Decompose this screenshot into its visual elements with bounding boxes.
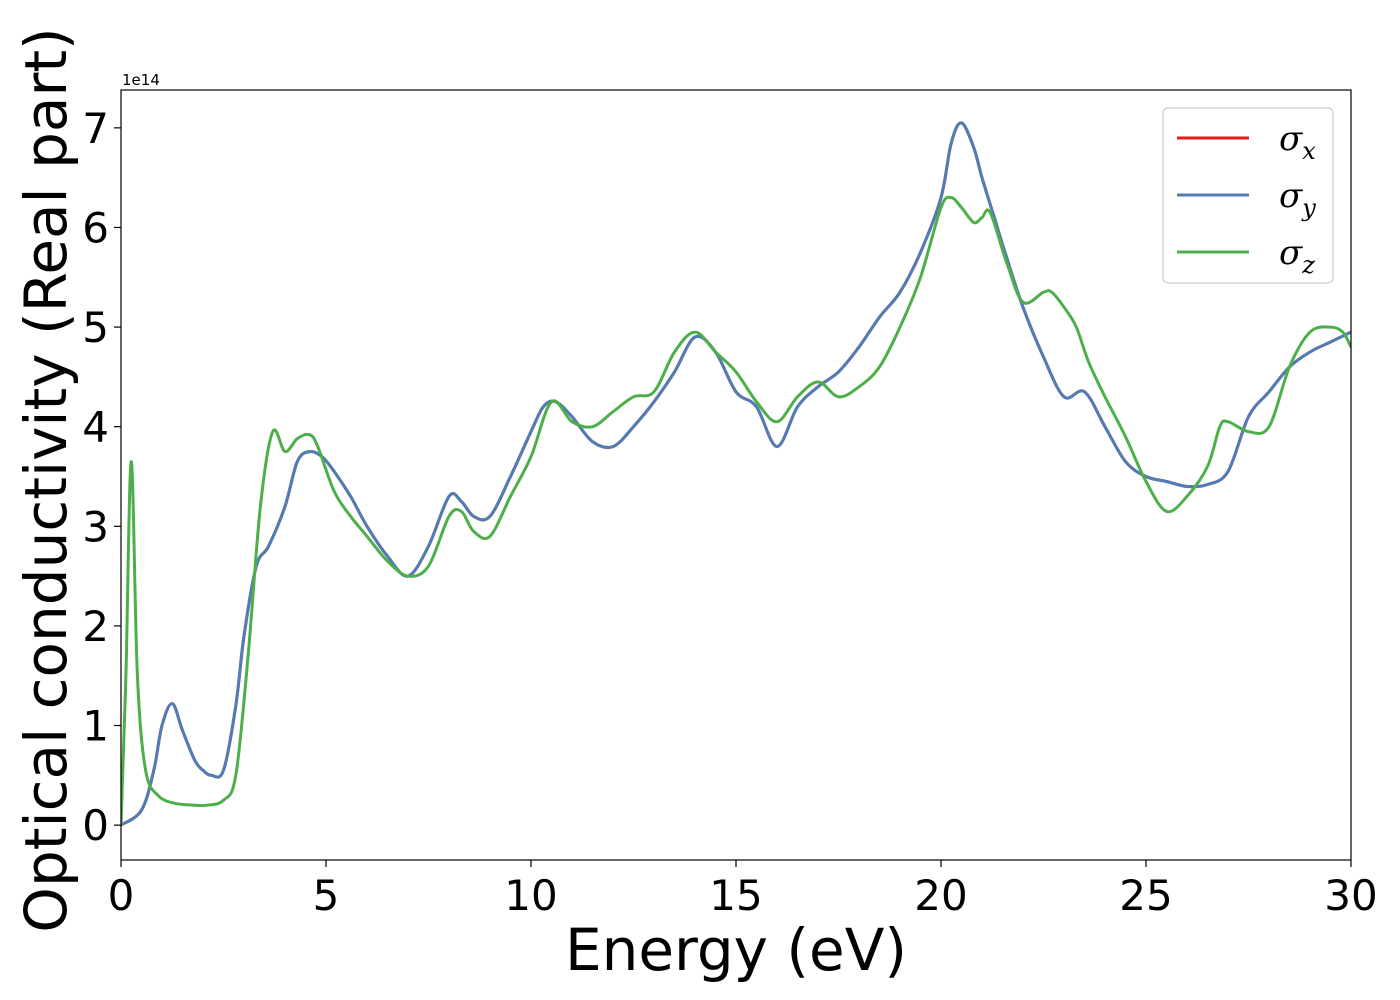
x-tick-label: 15: [709, 871, 762, 920]
x-tick-label: 10: [504, 871, 557, 920]
x-tick-label: 0: [108, 871, 135, 920]
y-tick-label: 6: [82, 203, 109, 252]
legend-label: σx: [1279, 119, 1316, 165]
x-tick-label: 5: [313, 871, 340, 920]
y-tick-label: 5: [82, 303, 109, 352]
series-line-z: [121, 195, 1351, 827]
y-axis-title: Optical conductivity (Real part): [12, 27, 80, 932]
y-axis: 0 1 2 3 4 5 6 7: [82, 104, 121, 850]
y-offset-label: 1e14: [122, 71, 160, 89]
x-tick-label: 30: [1324, 871, 1377, 920]
x-tick-label: 20: [914, 871, 967, 920]
legend-entry-z: σz: [1177, 233, 1315, 279]
legend-entry-x: σx: [1177, 119, 1316, 165]
y-tick-label: 3: [82, 502, 109, 551]
legend-label: σz: [1279, 233, 1315, 279]
y-tick-label: 1: [82, 702, 109, 751]
legend-entry-y: σy: [1177, 176, 1316, 222]
y-tick-label: 2: [82, 602, 109, 651]
x-axis: 0 5 10 15 20 25 30: [108, 860, 1378, 920]
x-axis-title: Energy (eV): [565, 916, 907, 984]
y-tick-label: 0: [82, 801, 109, 850]
legend: σx σy σz: [1162, 107, 1334, 284]
y-tick-label: 4: [82, 403, 109, 452]
y-tick-label: 7: [82, 104, 109, 153]
series-layer: [121, 121, 1351, 827]
x-tick-label: 25: [1119, 871, 1172, 920]
legend-label: σy: [1279, 176, 1316, 222]
